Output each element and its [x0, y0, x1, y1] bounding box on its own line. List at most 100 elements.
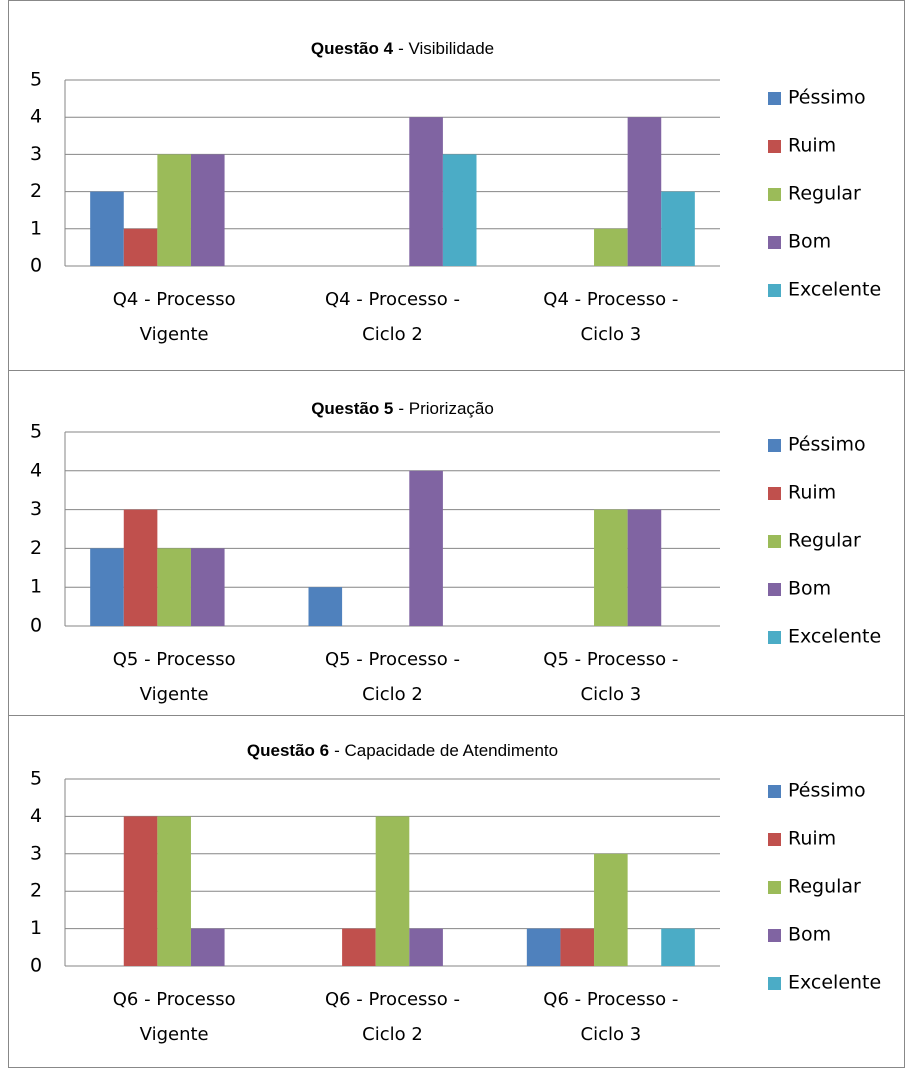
chart-title: Questão 4- Visibilidade	[311, 39, 494, 58]
legend-label: Excelente	[788, 972, 881, 994]
y-tick-label: 4	[30, 106, 42, 128]
chart-title: Questão 6 - Capacidade de Atendimento	[247, 741, 558, 760]
legend-label: Péssimo	[788, 87, 866, 109]
legend-swatch	[768, 929, 781, 942]
x-tick-label: Ciclo 2	[362, 684, 423, 705]
x-tick-label: Vigente	[140, 684, 209, 705]
bar	[409, 470, 443, 626]
y-tick-label: 3	[30, 842, 42, 864]
legend-label: Regular	[788, 530, 861, 552]
legend-label: Ruim	[788, 482, 836, 504]
title-rest: - Visibilidade	[398, 39, 494, 58]
legend-swatch	[768, 881, 781, 894]
x-tick-label: Q6 - Processo	[113, 989, 236, 1010]
bar	[442, 154, 477, 266]
y-tick-label: 5	[30, 421, 42, 443]
legend-swatch	[768, 284, 781, 297]
legend-swatch	[768, 487, 781, 500]
legend-label: Ruim	[788, 135, 836, 157]
legend-swatch	[768, 188, 781, 201]
x-tick-label: Ciclo 2	[362, 1024, 423, 1045]
legend-swatch	[768, 583, 781, 596]
bar	[661, 928, 695, 966]
bar	[375, 816, 410, 966]
bar	[627, 509, 662, 626]
title-bold: Questão 4	[311, 39, 394, 58]
x-tick-label: Vigente	[140, 324, 209, 345]
legend-label: Regular	[788, 876, 861, 898]
legend-label: Bom	[788, 578, 831, 600]
legend-label: Bom	[788, 231, 831, 253]
title-bold: Questão 6	[247, 741, 329, 760]
x-tick-label: Ciclo 3	[581, 324, 642, 345]
x-tick-label: Ciclo 3	[581, 1024, 642, 1045]
legend-swatch	[768, 977, 781, 990]
x-tick-label: Q5 - Processo -	[543, 649, 678, 670]
legend-swatch	[768, 535, 781, 548]
legend-swatch	[768, 92, 781, 105]
title-rest: - Capacidade de Atendimento	[334, 741, 558, 760]
legend-label: Excelente	[788, 626, 881, 648]
bar	[342, 928, 376, 966]
bar	[661, 191, 695, 266]
x-tick-label: Ciclo 2	[362, 324, 423, 345]
legend-swatch	[768, 140, 781, 153]
title-bold: Questão 5	[311, 399, 393, 418]
y-tick-label: 4	[30, 459, 42, 481]
bar	[123, 816, 158, 966]
y-tick-label: 5	[30, 69, 42, 91]
x-tick-label: Q4 - Processo	[113, 289, 236, 310]
x-tick-label: Vigente	[140, 1024, 209, 1045]
y-tick-label: 2	[30, 180, 42, 202]
y-tick-label: 2	[30, 537, 42, 559]
y-tick-label: 1	[30, 576, 42, 598]
bar	[526, 928, 561, 966]
legend-label: Bom	[788, 924, 831, 946]
y-tick-label: 2	[30, 880, 42, 902]
bar	[90, 191, 124, 266]
bar	[409, 117, 443, 266]
bar	[123, 228, 158, 266]
x-tick-label: Q6 - Processo -	[325, 989, 460, 1010]
x-tick-label: Q4 - Processo -	[543, 289, 678, 310]
x-tick-label: Q6 - Processo -	[543, 989, 678, 1010]
bar	[190, 928, 225, 966]
x-tick-label: Q5 - Processo	[113, 649, 236, 670]
legend-label: Regular	[788, 183, 861, 205]
bar	[157, 816, 191, 966]
legend-label: Ruim	[788, 828, 836, 850]
bar	[409, 928, 443, 966]
title-rest: - Priorização	[398, 399, 493, 418]
bar	[594, 853, 628, 966]
y-tick-label: 0	[30, 615, 42, 637]
y-tick-label: 3	[30, 143, 42, 165]
chart-title: Questão 5 - Priorização	[311, 399, 494, 418]
x-tick-label: Q4 - Processo -	[325, 289, 460, 310]
y-tick-label: 1	[30, 217, 42, 239]
bar	[90, 548, 124, 626]
legend-swatch	[768, 236, 781, 249]
legend-swatch	[768, 631, 781, 644]
y-tick-label: 1	[30, 917, 42, 939]
bar	[594, 228, 628, 266]
bar	[308, 587, 343, 626]
y-tick-label: 0	[30, 255, 42, 277]
bar	[123, 509, 158, 626]
legend-label: Péssimo	[788, 780, 866, 802]
bar	[190, 548, 225, 626]
x-tick-label: Q5 - Processo -	[325, 649, 460, 670]
bar	[560, 928, 595, 966]
legend-swatch	[768, 439, 781, 452]
legend-label: Péssimo	[788, 434, 866, 456]
x-tick-label: Ciclo 3	[581, 684, 642, 705]
y-tick-label: 5	[30, 768, 42, 790]
bar	[157, 548, 191, 626]
y-tick-label: 3	[30, 498, 42, 520]
y-tick-label: 4	[30, 805, 42, 827]
legend-swatch	[768, 833, 781, 846]
bar	[627, 117, 662, 266]
legend-label: Excelente	[788, 279, 881, 301]
bar	[594, 509, 628, 626]
bar	[157, 154, 191, 266]
